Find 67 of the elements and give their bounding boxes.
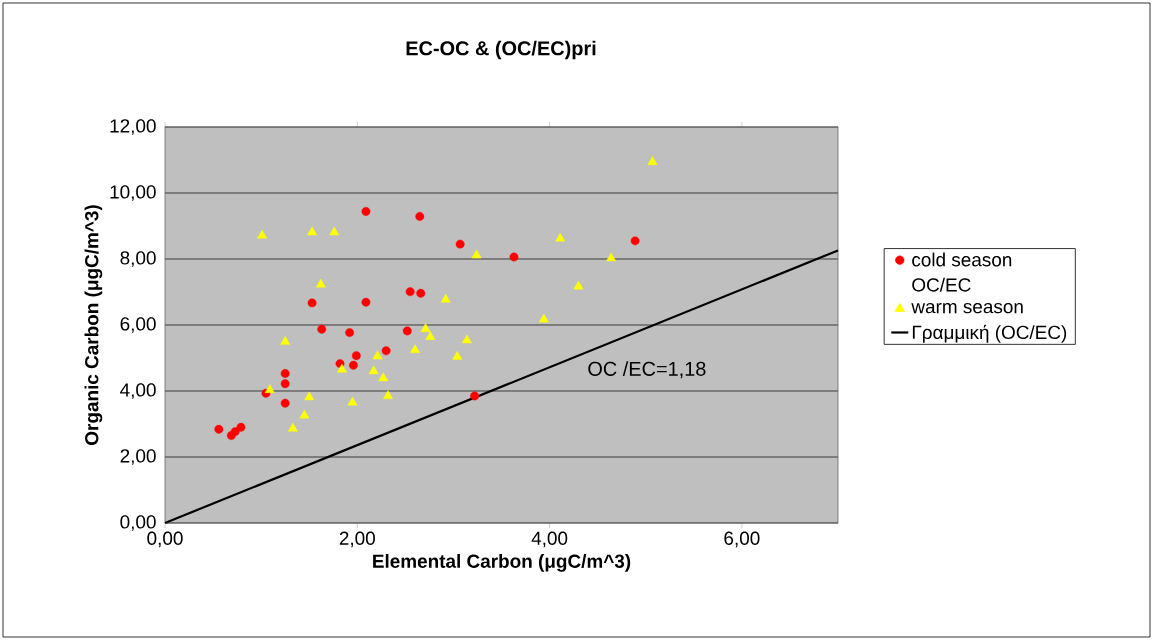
point xyxy=(236,422,246,432)
point xyxy=(307,298,317,308)
point xyxy=(214,424,224,434)
point xyxy=(280,379,290,389)
point xyxy=(573,280,584,290)
y-tick-label: 0,00 xyxy=(120,515,156,531)
point xyxy=(647,156,658,165)
y-axis-title: Organic Carbon (μgC/m^3) xyxy=(84,205,103,445)
point xyxy=(538,313,549,323)
y-tick-label: 8,00 xyxy=(120,251,156,267)
point xyxy=(471,249,482,259)
point xyxy=(455,239,465,249)
point xyxy=(349,360,358,370)
point xyxy=(368,365,379,375)
x-tick-label: 0,00 xyxy=(147,531,183,548)
point xyxy=(461,334,472,344)
point xyxy=(405,287,415,297)
point xyxy=(378,372,389,382)
point xyxy=(280,336,291,345)
point xyxy=(287,422,298,432)
x-tick-label: 6,00 xyxy=(724,531,760,548)
point xyxy=(280,398,290,408)
point xyxy=(351,351,361,361)
point xyxy=(410,344,420,354)
point xyxy=(452,350,463,360)
point xyxy=(299,409,310,419)
point xyxy=(509,252,519,262)
point xyxy=(280,369,290,378)
point xyxy=(307,226,318,236)
point xyxy=(420,323,431,332)
chart-title: EC-OC & (OC/EC)pri xyxy=(406,40,596,60)
y-tick-label: 10,00 xyxy=(110,185,156,201)
point xyxy=(470,391,479,401)
point xyxy=(257,229,268,239)
legend-label: cold season xyxy=(912,252,1012,267)
point xyxy=(416,288,426,298)
point xyxy=(402,326,412,336)
point xyxy=(361,297,371,307)
y-tick-label: 6,00 xyxy=(120,317,156,333)
point xyxy=(361,207,371,216)
point xyxy=(415,212,425,221)
x-tick-label: 2,00 xyxy=(339,531,375,548)
point xyxy=(606,252,617,262)
x-axis-title: Elemental Carbon (μgC/m^3) xyxy=(373,554,631,572)
point xyxy=(383,390,394,399)
point xyxy=(381,346,391,356)
point xyxy=(336,363,347,373)
y-tick-label: 4,00 xyxy=(120,383,156,399)
x-tick-label: 4,00 xyxy=(531,531,568,548)
y-tick-label: 2,00 xyxy=(120,449,156,465)
point xyxy=(329,226,340,236)
point xyxy=(630,236,640,246)
point xyxy=(264,384,275,393)
point xyxy=(304,391,315,401)
point xyxy=(347,396,358,406)
point xyxy=(425,331,436,340)
point xyxy=(317,324,327,334)
point xyxy=(555,232,566,242)
legend-label: warm season xyxy=(911,302,1023,314)
point xyxy=(372,350,383,360)
text: OC/EC xyxy=(912,277,971,292)
point xyxy=(345,328,354,337)
point xyxy=(315,278,326,288)
annotation: OC /EC=1,18 xyxy=(588,361,706,379)
point xyxy=(440,293,451,303)
y-tick-label: 12,00 xyxy=(110,119,156,135)
legend-label: Γραμμική (OC/EC) xyxy=(912,324,1067,343)
